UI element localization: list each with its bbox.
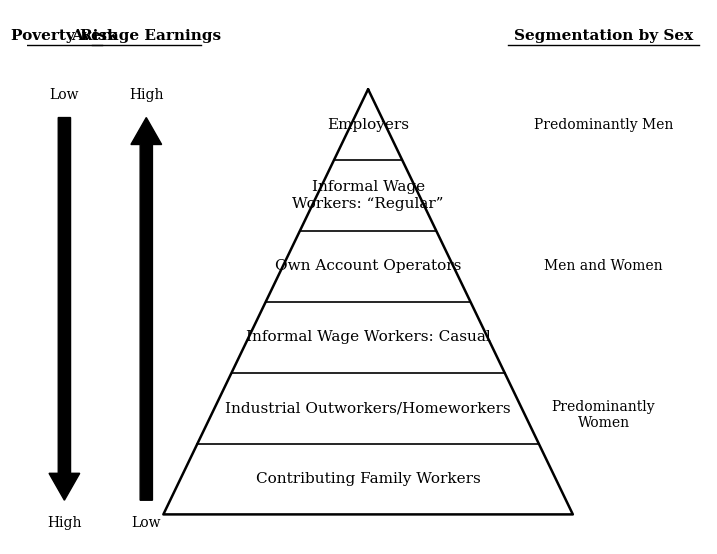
Text: Industrial Outworkers/Homeworkers: Industrial Outworkers/Homeworkers [225,401,511,415]
Text: Employers: Employers [327,117,409,132]
FancyArrow shape [49,117,80,500]
Text: Predominantly
Women: Predominantly Women [552,400,655,430]
Text: Low: Low [49,88,79,102]
Text: High: High [47,516,82,530]
Text: High: High [129,88,163,102]
Text: Informal Wage Workers: Casual: Informal Wage Workers: Casual [246,330,490,344]
Text: Informal Wage
Workers: “Regular”: Informal Wage Workers: “Regular” [293,181,444,211]
Text: Men and Women: Men and Women [544,259,663,273]
Text: Predominantly Men: Predominantly Men [534,117,673,132]
Text: Segmentation by Sex: Segmentation by Sex [514,29,693,43]
Text: Low: Low [131,516,161,530]
Text: Own Account Operators: Own Account Operators [275,259,461,273]
Text: Average Earnings: Average Earnings [71,29,222,43]
Text: Poverty Risk: Poverty Risk [11,29,118,43]
Text: Contributing Family Workers: Contributing Family Workers [256,472,480,486]
FancyArrow shape [131,117,161,500]
